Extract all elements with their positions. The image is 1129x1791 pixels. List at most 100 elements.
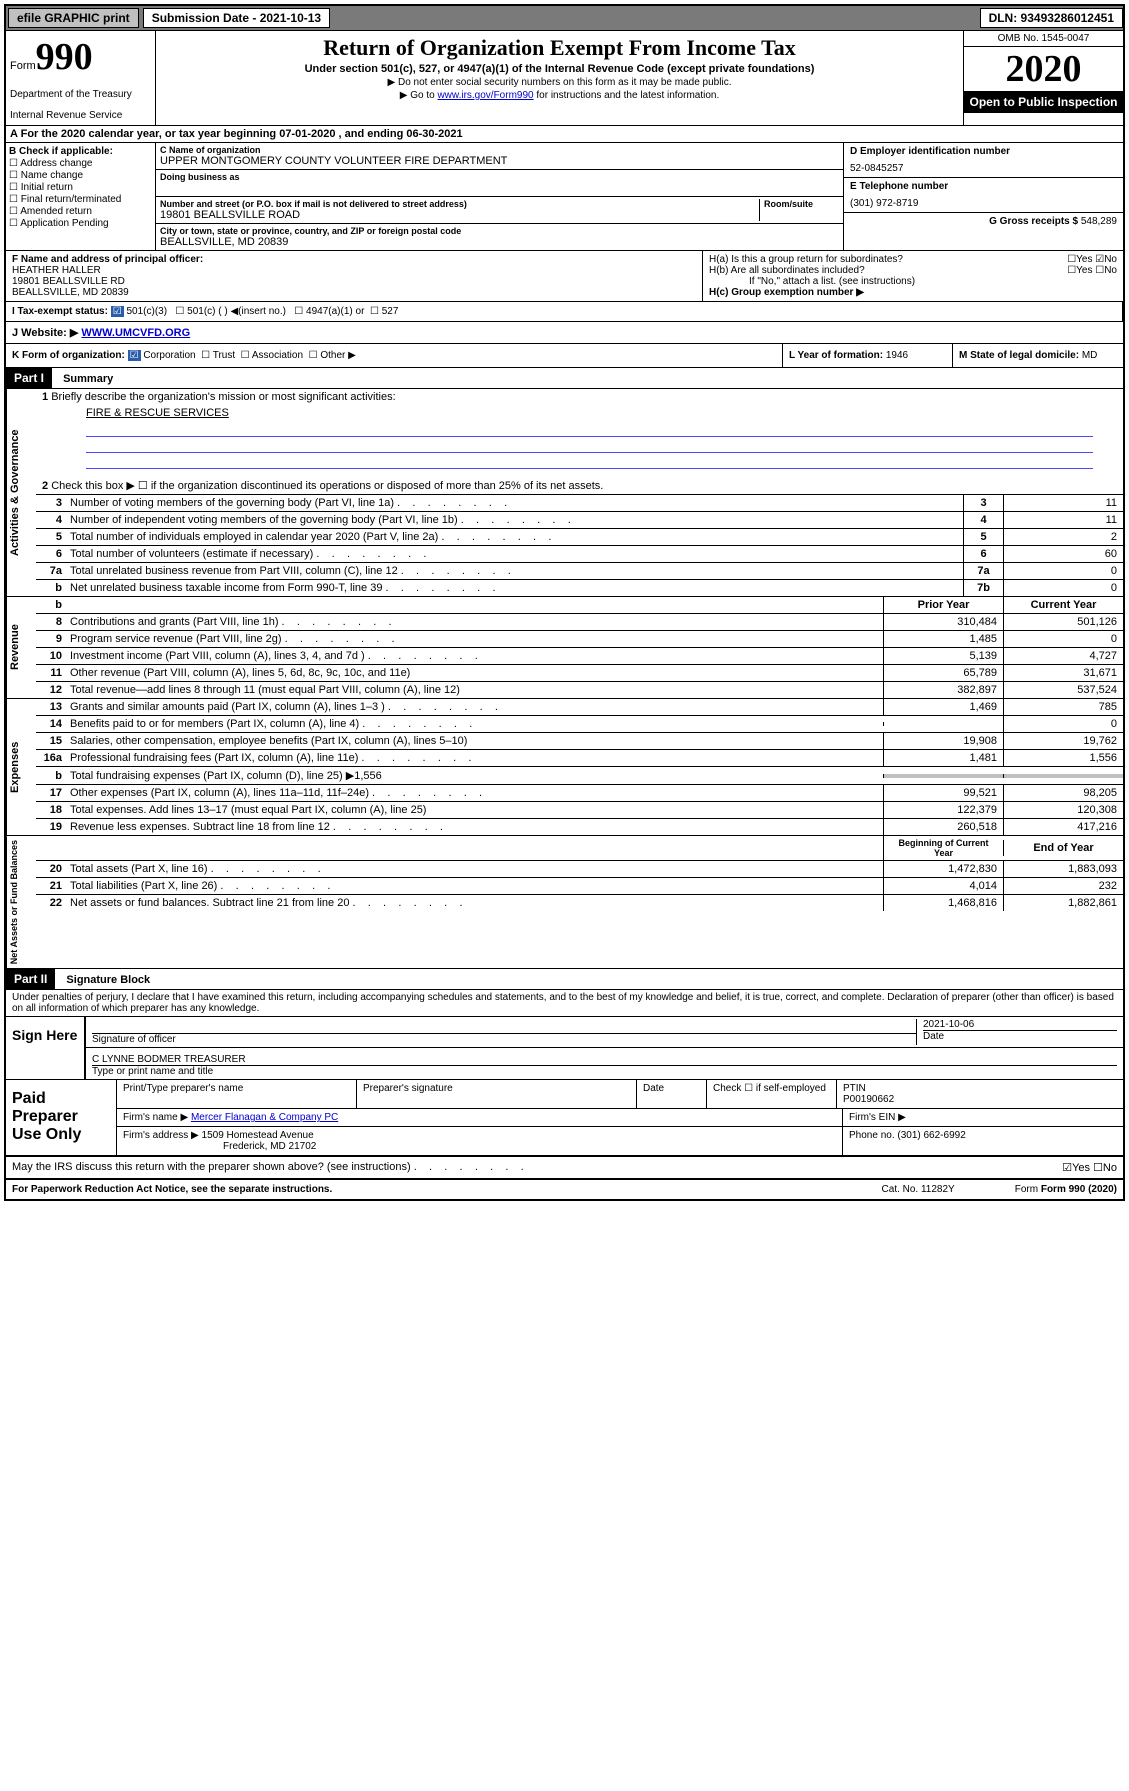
line7b-val: 0: [1003, 580, 1123, 596]
k-label: K Form of organization:: [12, 350, 125, 361]
cb-initial-return[interactable]: ☐ Initial return: [9, 182, 152, 193]
line10-prior: 5,139: [883, 648, 1003, 664]
line22-end: 1,882,861: [1003, 895, 1123, 911]
line5-text: Total number of individuals employed in …: [66, 529, 963, 545]
side-activities: Activities & Governance: [6, 389, 36, 596]
cb-address-change[interactable]: ☐ Address change: [9, 158, 152, 169]
ln19: 19: [36, 819, 66, 835]
inst-pre: ▶ Go to: [400, 90, 438, 101]
line13: 13 Grants and similar amounts paid (Part…: [36, 699, 1123, 715]
street-address: 19801 BEALLSVILLE ROAD: [160, 209, 759, 221]
formtype-row: K Form of organization: ☑ Corporation ☐ …: [6, 344, 1123, 368]
addr-label: Number and street (or P.O. box if mail i…: [160, 199, 759, 209]
website-label: J Website: ▶: [12, 327, 81, 339]
officer-addr1: 19801 BEALLSVILLE RD: [12, 276, 696, 287]
line9-prior: 1,485: [883, 631, 1003, 647]
line7a-text: Total unrelated business revenue from Pa…: [66, 563, 963, 579]
line7b-text: Net unrelated business taxable income fr…: [66, 580, 963, 596]
dln-number: DLN: 93493286012451: [980, 8, 1123, 28]
efile-print-button[interactable]: efile GRAPHIC print: [8, 8, 139, 28]
firm-addr1: 1509 Homestead Avenue: [202, 1130, 314, 1141]
cb-amended-return[interactable]: ☐ Amended return: [9, 206, 152, 217]
open-public-badge: Open to Public Inspection: [964, 91, 1123, 113]
cb-application-pending[interactable]: ☐ Application Pending: [9, 218, 152, 229]
cb-501c3[interactable]: ☑: [111, 306, 124, 317]
name-column: C Name of organization UPPER MONTGOMERY …: [156, 143, 843, 250]
phone-label: Phone no.: [849, 1130, 897, 1141]
cb-corporation[interactable]: ☑: [128, 350, 141, 361]
paperwork-notice: For Paperwork Reduction Act Notice, see …: [12, 1184, 882, 1195]
footer-row: For Paperwork Reduction Act Notice, see …: [6, 1180, 1123, 1199]
prep-phone: (301) 662-6992: [897, 1130, 965, 1141]
line17: 17 Other expenses (Part IX, column (A), …: [36, 784, 1123, 801]
line8-text: Contributions and grants (Part VIII, lin…: [66, 614, 883, 630]
line17-text: Other expenses (Part IX, column (A), lin…: [66, 785, 883, 801]
rev-content: b Prior Year Current Year 8 Contribution…: [36, 597, 1123, 698]
line14-prior: [883, 722, 1003, 726]
signer-name: C LYNNE BODMER TREASURER: [92, 1054, 1117, 1065]
prior-year-header: Prior Year: [883, 597, 1003, 613]
org-name: UPPER MONTGOMERY COUNTY VOLUNTEER FIRE D…: [160, 155, 839, 167]
ha-answer[interactable]: ☐Yes ☑No: [1067, 254, 1117, 265]
ln10: 10: [36, 648, 66, 664]
ln7b: b: [36, 580, 66, 596]
inst-post: for instructions and the latest informat…: [534, 90, 720, 101]
phone-value: (301) 972-8719: [850, 198, 1117, 209]
formation-year: 1946: [886, 350, 908, 361]
cb-final-return[interactable]: ☐ Final return/terminated: [9, 194, 152, 205]
line7b-num: 7b: [963, 580, 1003, 596]
ln8: 8: [36, 614, 66, 630]
line16b-prior: [883, 774, 1003, 778]
ln18: 18: [36, 802, 66, 818]
prep-h2: Preparer's signature: [357, 1080, 637, 1108]
q2-text: Check this box ▶ ☐ if the organization d…: [51, 480, 603, 492]
rev-hb: b: [36, 597, 66, 613]
line11: 11 Other revenue (Part VIII, column (A),…: [36, 664, 1123, 681]
line16a: 16a Professional fundraising fees (Part …: [36, 749, 1123, 766]
right-column: D Employer identification number 52-0845…: [843, 143, 1123, 250]
firm-link[interactable]: Mercer Flanagan & Company PC: [191, 1112, 338, 1123]
line6-text: Total number of volunteers (estimate if …: [66, 546, 963, 562]
irs-link[interactable]: www.irs.gov/Form990: [437, 90, 533, 101]
current-year-header: Current Year: [1003, 597, 1123, 613]
instruction-ssn: ▶ Do not enter social security numbers o…: [160, 77, 959, 88]
line7a-num: 7a: [963, 563, 1003, 579]
line21-begin: 4,014: [883, 878, 1003, 894]
501c3-label: 501(c)(3): [126, 306, 167, 317]
gross-label: G Gross receipts $: [989, 216, 1081, 227]
rev-header: b Prior Year Current Year: [36, 597, 1123, 613]
ln13: 13: [36, 699, 66, 715]
line19-text: Revenue less expenses. Subtract line 18 …: [66, 819, 883, 835]
ha-label: H(a) Is this a group return for subordin…: [709, 254, 903, 265]
m-label: M State of legal domicile:: [959, 350, 1082, 361]
prep-firm-row: Firm's name ▶ Mercer Flanagan & Company …: [117, 1109, 1123, 1127]
dept-irs: Internal Revenue Service: [10, 110, 151, 121]
date-label: Date: [923, 1030, 1117, 1042]
cb-name-change[interactable]: ☐ Name change: [9, 170, 152, 181]
officer-addr2: BEALLSVILLE, MD 20839: [12, 287, 696, 298]
tax-period: A For the 2020 calendar year, or tax yea…: [6, 126, 1123, 143]
rev-ht: [66, 603, 883, 607]
room-label: Room/suite: [764, 199, 839, 209]
sig-line1: Signature of officer 2021-10-06 Date: [86, 1017, 1123, 1048]
discuss-answer[interactable]: ☑Yes ☐No: [1062, 1161, 1117, 1174]
part1-title: Summary: [55, 370, 121, 388]
submission-date: Submission Date - 2021-10-13: [143, 8, 330, 28]
line16a-prior: 1,481: [883, 750, 1003, 766]
title-cell: Return of Organization Exempt From Incom…: [156, 31, 963, 125]
prep-ptin: PTIN P00190662: [837, 1080, 1123, 1108]
hb-answer[interactable]: ☐Yes ☐No: [1067, 265, 1117, 276]
q1-text: Briefly describe the organization's miss…: [51, 391, 395, 403]
website-link[interactable]: WWW.UMCVFD.ORG: [81, 327, 190, 339]
hb-row: H(b) Are all subordinates included?☐Yes …: [709, 265, 1117, 276]
line5: 5 Total number of individuals employed i…: [36, 528, 1123, 545]
form-footer-label: Form Form 990 (2020): [1015, 1184, 1117, 1195]
line13-current: 785: [1003, 699, 1123, 715]
ln15: 15: [36, 733, 66, 749]
line16b-text: Total fundraising expenses (Part IX, col…: [66, 767, 883, 784]
form-number: 990: [36, 36, 93, 78]
line15: 15 Salaries, other compensation, employe…: [36, 732, 1123, 749]
line13-prior: 1,469: [883, 699, 1003, 715]
main-title: Return of Organization Exempt From Incom…: [160, 35, 959, 61]
ln9: 9: [36, 631, 66, 647]
